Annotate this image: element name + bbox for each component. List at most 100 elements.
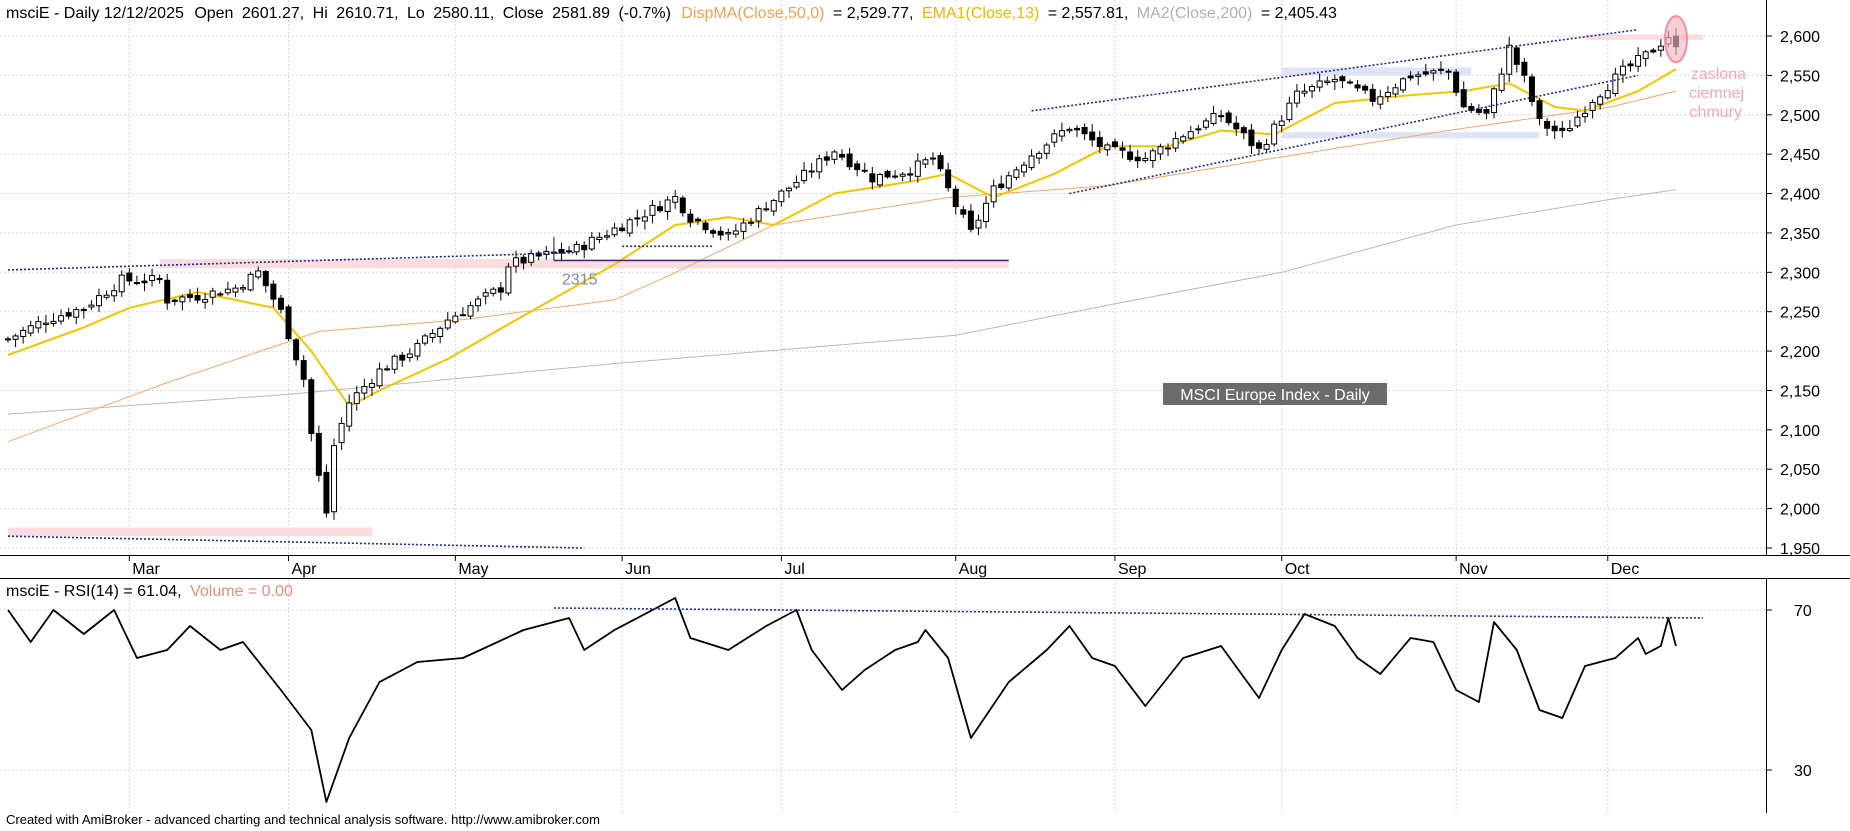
footer-credit: Created with AmiBroker - advanced charti…: [6, 812, 600, 827]
april-support-band: [8, 527, 372, 537]
candle: [793, 175, 800, 190]
candle-body-down: [967, 210, 974, 230]
candle: [1657, 39, 1664, 57]
candle-body-up: [512, 257, 519, 267]
pattern-note-line2: ciemnej: [1689, 85, 1744, 102]
candle-body-up: [58, 315, 65, 322]
candle: [308, 377, 315, 442]
candle: [1127, 144, 1134, 162]
candle-body-up: [1157, 146, 1164, 155]
candle-body-up: [1149, 150, 1156, 162]
candle-body-down: [657, 206, 664, 212]
candle: [1521, 58, 1528, 83]
candle-body-up: [35, 321, 42, 329]
candle-body-up: [1612, 73, 1619, 94]
header-ema13-label: EMA1(Close,13): [922, 5, 1039, 22]
candle: [1134, 149, 1141, 168]
rsi-tick-label: 70: [1794, 603, 1812, 620]
candle: [1597, 94, 1604, 110]
candle: [1256, 140, 1262, 156]
candle: [520, 254, 527, 270]
candle-body-down: [1165, 147, 1172, 150]
candle: [960, 205, 967, 218]
rsi-lines: [7, 597, 1704, 803]
candle: [444, 312, 451, 331]
pattern-note-line3: chmury: [1690, 104, 1742, 121]
candle: [35, 316, 42, 333]
candle: [1483, 107, 1490, 120]
candle: [490, 287, 497, 297]
candle: [1604, 84, 1611, 100]
candle-body-up: [1293, 90, 1300, 104]
candle: [1415, 71, 1422, 86]
candle-body-up: [914, 160, 921, 177]
candle: [95, 288, 102, 312]
month-label: Jun: [625, 561, 651, 578]
candle: [1324, 76, 1331, 86]
candle: [641, 209, 648, 230]
candle-body-up: [422, 335, 428, 344]
candle-body-up: [929, 157, 936, 160]
price-tick-label: 2,600: [1780, 29, 1820, 46]
header-hi: 2610.71: [336, 5, 394, 22]
candle: [1240, 125, 1247, 140]
candle-body-up: [922, 159, 929, 165]
candle-body-up: [247, 273, 254, 291]
rsi-trendline: [553, 607, 1704, 619]
candle: [694, 217, 701, 225]
candle: [1309, 84, 1316, 99]
candle-body-up: [179, 296, 186, 303]
header-symbol: msciE - Daily 12/12/2025: [6, 5, 184, 22]
candle: [1036, 151, 1043, 164]
price-tick-label: 2,350: [1780, 226, 1820, 243]
candle-body-up: [1574, 116, 1581, 127]
candle-body-down: [171, 299, 178, 302]
candle: [1339, 74, 1346, 89]
candle: [1263, 138, 1270, 154]
candle-body-down: [1650, 49, 1657, 53]
candle: [808, 163, 815, 178]
channel-upper-trendline: [1031, 28, 1639, 112]
candle-body-up: [1066, 128, 1073, 132]
candle-body-down: [1233, 122, 1240, 130]
candle-body-down: [384, 368, 391, 371]
candle-body-up: [1392, 87, 1399, 95]
candle-body-down: [1536, 100, 1543, 119]
month-label: Dec: [1611, 561, 1639, 578]
candle-body-down: [1096, 137, 1103, 148]
candle-body-up: [983, 202, 990, 222]
candle-body-up: [255, 270, 262, 278]
candle-body-up: [202, 299, 209, 303]
candle: [1582, 106, 1589, 123]
candle: [596, 232, 603, 244]
candle: [854, 160, 861, 177]
candle: [391, 354, 398, 374]
candle-body-down: [937, 155, 944, 170]
candle-body-down: [884, 170, 891, 178]
candle-body-down: [823, 156, 830, 161]
candle: [566, 246, 573, 254]
candle: [702, 220, 709, 234]
candle-body-up: [1309, 86, 1316, 92]
candle-body-down: [1559, 127, 1566, 132]
header-ema13-value: = 2,557.81: [1048, 5, 1124, 22]
candle-body-up: [1180, 136, 1187, 142]
candle-body-down: [1248, 129, 1255, 147]
candle-body-up: [626, 219, 633, 234]
candle: [202, 293, 209, 309]
candlesticks: [5, 15, 1688, 520]
price-tick-label: 2,550: [1780, 68, 1820, 85]
month-label: Oct: [1285, 561, 1310, 578]
candle: [763, 201, 770, 212]
candle-body-up: [1271, 123, 1278, 145]
candle: [141, 273, 148, 292]
candle: [331, 438, 338, 520]
candle-body-up: [376, 368, 383, 387]
candle: [1111, 138, 1118, 149]
candle: [118, 270, 125, 297]
candle-body-up: [1028, 155, 1035, 169]
candle-body-down: [1483, 109, 1490, 114]
candle-body-up: [1301, 90, 1308, 94]
candle: [293, 338, 300, 366]
candle-body-up: [1430, 70, 1437, 74]
